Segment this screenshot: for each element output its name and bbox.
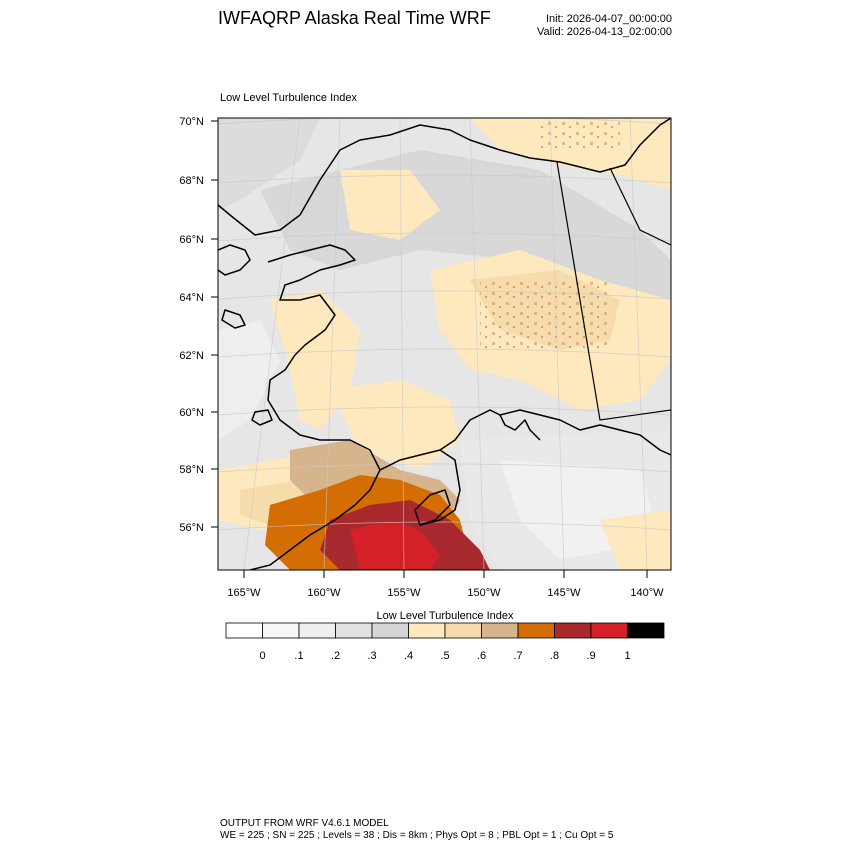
field-brown-speckle [480, 280, 610, 350]
colorbar-box-3 [335, 622, 373, 639]
coast-bristol [379, 409, 671, 471]
field-tan-coast-se [600, 510, 671, 570]
lon-axis [243, 570, 648, 578]
footer-model-line: OUTPUT FROM WRF V4.6.1 MODEL [220, 818, 389, 829]
lon-label-155: 155°W [387, 587, 421, 599]
coast-kodiak [414, 489, 451, 526]
colorbar-tick-label-10: 1 [624, 650, 630, 662]
lat-label-64: 64°N [179, 292, 204, 304]
coast-peninsula [249, 469, 381, 570]
map-plot-area [218, 118, 671, 570]
coastlines [218, 118, 671, 570]
coast-pws [499, 414, 541, 441]
colorbar-tick-label-4: .4 [404, 650, 413, 662]
graticule [218, 118, 671, 570]
map-title: IWFAQRP Alaska Real Time WRF [218, 8, 491, 28]
colorbar-box-10 [590, 622, 628, 639]
colorbar-tick-label-3: .3 [367, 650, 376, 662]
colorbar-box-2 [298, 622, 336, 639]
coast-chukotka [218, 244, 251, 276]
lat-label-60: 60°N [179, 407, 204, 419]
coast-stlawrence [221, 309, 246, 329]
colorbar-tick-label-6: .6 [477, 650, 486, 662]
colorbar-box-9 [554, 622, 592, 639]
field-brown-speckle-north [540, 118, 620, 148]
colorbar-tick-label-7: .7 [513, 650, 522, 662]
colorbar-box-0 [225, 622, 263, 639]
colorbar-tick-label-8: .8 [550, 650, 559, 662]
lon-label-160: 160°W [307, 587, 341, 599]
colorbar-tick-label-1: .1 [294, 650, 303, 662]
colorbar-tick-label-9: .9 [586, 650, 595, 662]
lon-label-140: 140°W [630, 587, 664, 599]
colorbar-box-5 [408, 622, 446, 639]
colorbar-tick-label-0: 0 [259, 650, 265, 662]
lat-label-66: 66°N [179, 234, 204, 246]
colorbar-box-4 [371, 622, 409, 639]
lat-label-56: 56°N [179, 522, 204, 534]
colorbar-box-6 [444, 622, 482, 639]
init-time: Init: 2026-04-07_00:00:00 [546, 13, 672, 25]
coast-kenai [419, 449, 461, 526]
lon-label-150: 150°W [467, 587, 501, 599]
border-canada [556, 161, 671, 421]
colorbar-title: Low Level Turbulence Index [376, 610, 514, 622]
colorbar-box-8 [517, 622, 555, 639]
field-north-grey [218, 118, 320, 210]
colorbar-box-11 [627, 622, 665, 639]
coast-seward [267, 244, 381, 471]
lat-labels: 70°N 68°N 66°N 64°N 62°N 60°N 58°N 56°N [179, 116, 204, 534]
lon-labels: 165°W 160°W 155°W 150°W 145°W 140°W [227, 587, 664, 599]
panel-label: Low Level Turbulence Index [220, 92, 357, 104]
field-tan-north [470, 118, 671, 190]
map-frame [217, 117, 672, 571]
lat-label-70: 70°N [179, 116, 204, 128]
field-red [350, 520, 440, 570]
lon-label-145: 145°W [547, 587, 581, 599]
colorbar-box-7 [481, 622, 519, 639]
field-ocean-west [218, 320, 280, 440]
lat-axis [211, 120, 218, 528]
lat-label-62: 62°N [179, 350, 204, 362]
colorbar-box-1 [262, 622, 300, 639]
colorbar [225, 622, 665, 639]
coast-nunivak [251, 409, 273, 426]
colorbar-tick-labels: 0 .1 .2 .3 .4 .5 .6 .7 .8 .9 1 [259, 650, 630, 662]
colorbar-tick-label-5: .5 [440, 650, 449, 662]
lat-label-58: 58°N [179, 464, 204, 476]
lon-label-165: 165°W [227, 587, 261, 599]
field-tan-central [340, 170, 440, 240]
coast-arctic [218, 118, 671, 236]
lat-label-68: 68°N [179, 175, 204, 187]
footer-config-line: WE = 225 ; SN = 225 ; Levels = 38 ; Dis … [220, 830, 614, 841]
colorbar-tick-label-2: .2 [331, 650, 340, 662]
valid-time: Valid: 2026-04-13_02:00:00 [537, 26, 672, 38]
